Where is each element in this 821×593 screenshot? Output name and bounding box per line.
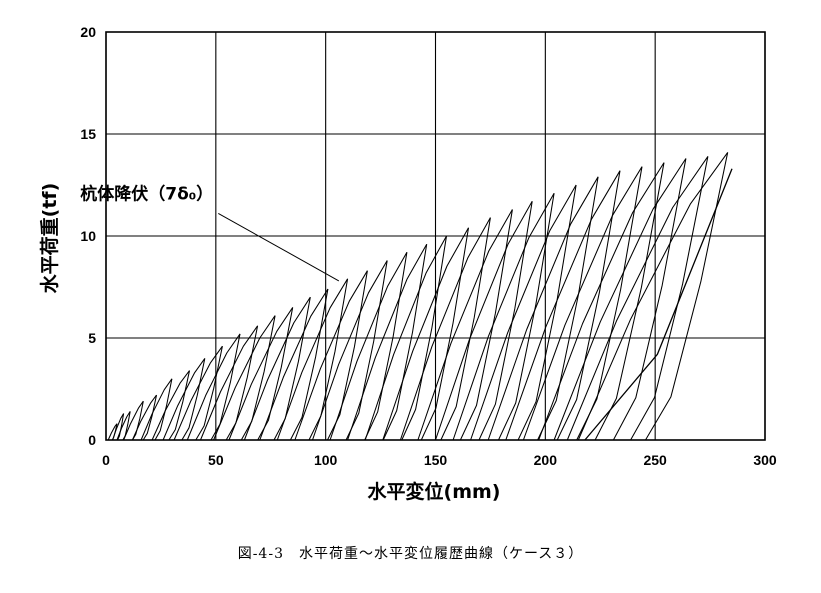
x-tick-label: 300: [753, 452, 777, 468]
loading-branch: [364, 235, 447, 441]
loading-branch: [347, 243, 428, 441]
unloading-branch: [195, 346, 223, 441]
plot-frame: [105, 31, 766, 441]
unloading-branch: [142, 394, 158, 441]
loading-branch: [294, 270, 368, 441]
x-tick-label: 0: [102, 452, 110, 468]
loading-branch: [276, 278, 349, 441]
unloading-branch: [517, 184, 577, 441]
unloading-branch: [289, 288, 329, 441]
unloading-branch: [630, 156, 709, 441]
loading-branch: [123, 400, 144, 441]
y-tick-labels: 0 5 10 15 20: [80, 24, 96, 448]
unloading-branch: [327, 270, 368, 441]
x-tick-label: 200: [534, 452, 558, 468]
y-tick-label: 20: [80, 24, 96, 40]
hysteresis-curves: [107, 152, 733, 441]
loading-branch: [243, 296, 311, 441]
unloading-branch: [401, 235, 448, 441]
loading-branch: [329, 252, 408, 441]
loading-branch: [553, 158, 687, 441]
loading-branch: [200, 325, 259, 441]
unloading-branch: [612, 158, 687, 441]
annotation-leader-line: [218, 212, 340, 282]
loading-branch: [213, 315, 276, 441]
loading-branch: [566, 156, 709, 441]
x-tick-labels: 0 50 100 150 200 250 300: [102, 452, 777, 468]
unloading-branch: [459, 209, 513, 441]
x-tick-label: 100: [314, 452, 338, 468]
unloading-branch: [478, 201, 533, 441]
loading-branch: [112, 413, 125, 441]
loading-branch: [312, 260, 388, 441]
loading-branch: [186, 333, 241, 441]
loading-branch: [140, 378, 173, 441]
y-axis-title: 水平荷重(tf): [38, 183, 61, 294]
y-tick-label: 5: [88, 330, 96, 346]
unloading-branch: [225, 325, 259, 441]
loading-branch: [435, 201, 533, 441]
loading-branch: [162, 358, 206, 441]
loading-branch: [116, 411, 131, 441]
y-tick-label: 10: [80, 228, 96, 244]
y-tick-label: 15: [80, 126, 96, 142]
grid: [105, 31, 766, 441]
unloading-branch: [181, 358, 206, 441]
y-tick-label: 0: [88, 432, 96, 448]
figure-caption: 図-4-3 水平荷重～水平変位履歴曲線（ケース３）: [237, 546, 584, 562]
x-tick-label: 50: [208, 452, 224, 468]
unloading-branch: [240, 315, 276, 441]
loading-branch: [470, 184, 577, 441]
unloading-branch: [273, 297, 311, 441]
x-axis-title: 水平変位(mm): [368, 480, 501, 503]
loading-branch: [173, 345, 223, 441]
annotation-label: 杭体降伏（7δ₀）: [80, 183, 213, 204]
unloading-branch: [154, 378, 173, 441]
loading-branch: [107, 423, 118, 441]
unloading-branch: [168, 370, 191, 441]
loading-branch: [577, 152, 729, 441]
unloading-branch: [364, 252, 408, 441]
loading-branch: [417, 209, 513, 441]
x-tick-label: 150: [424, 452, 448, 468]
unloading-branch: [537, 176, 599, 441]
unloading-branch: [594, 162, 665, 441]
loading-branch: [452, 192, 555, 441]
loading-branch: [382, 227, 469, 441]
loading-branch: [538, 162, 665, 441]
unloading-branch: [645, 152, 729, 441]
final-unloading-branch: [584, 168, 733, 441]
x-tick-label: 250: [643, 452, 667, 468]
loading-branch: [487, 176, 599, 441]
loading-branch: [259, 288, 329, 441]
unloading-branch: [345, 260, 388, 441]
loading-branch: [505, 170, 621, 441]
loading-branch: [131, 394, 157, 441]
unloading-branch: [210, 333, 241, 441]
loading-branch: [228, 307, 294, 441]
loading-branch: [399, 217, 491, 441]
loading-branch: [151, 370, 190, 441]
unloading-branch: [382, 244, 428, 441]
unloading-branch: [440, 217, 491, 441]
unloading-branch: [308, 278, 349, 441]
unloading-branch: [556, 170, 621, 441]
unloading-branch: [498, 193, 555, 441]
unloading-branch: [257, 307, 294, 441]
loading-branch: [522, 166, 643, 441]
